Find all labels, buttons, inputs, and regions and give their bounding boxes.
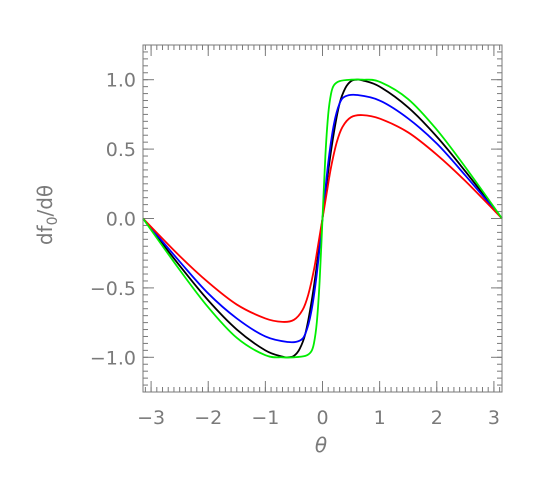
x-tick-label: 3: [488, 407, 500, 429]
series-layer: [142, 78, 503, 359]
x-tick-label: 0: [316, 407, 328, 429]
y-tick-label: −1.0: [90, 347, 136, 369]
y-axis-label-main: df: [33, 224, 57, 245]
x-tick-label: −1: [251, 407, 279, 429]
y-tick-label: 0.0: [106, 209, 136, 231]
y-tick-label: 0.5: [106, 139, 136, 161]
y-axis-label-suffix: /dθ: [33, 185, 57, 217]
x-axis-label: θ: [315, 433, 327, 457]
y-tick-label: −0.5: [90, 278, 136, 300]
x-tick-label: −2: [194, 407, 222, 429]
y-tick-label: 1.0: [106, 70, 136, 92]
major-ticks: [143, 45, 502, 392]
y-axis-label: df0/dθ: [33, 185, 61, 245]
y-axis-label-subscript: 0: [45, 217, 61, 226]
x-tick-label: 2: [431, 407, 443, 429]
series-line-4: [142, 78, 503, 359]
x-tick-label: 1: [374, 407, 386, 429]
y-tick-labels: −1.0 −0.5 0.0 0.5 1.0: [90, 70, 136, 370]
x-tick-labels: −3 −2 −1 0 1 2 3: [137, 407, 500, 429]
plot-frame: [142, 44, 503, 393]
x-tick-label: −3: [137, 407, 165, 429]
